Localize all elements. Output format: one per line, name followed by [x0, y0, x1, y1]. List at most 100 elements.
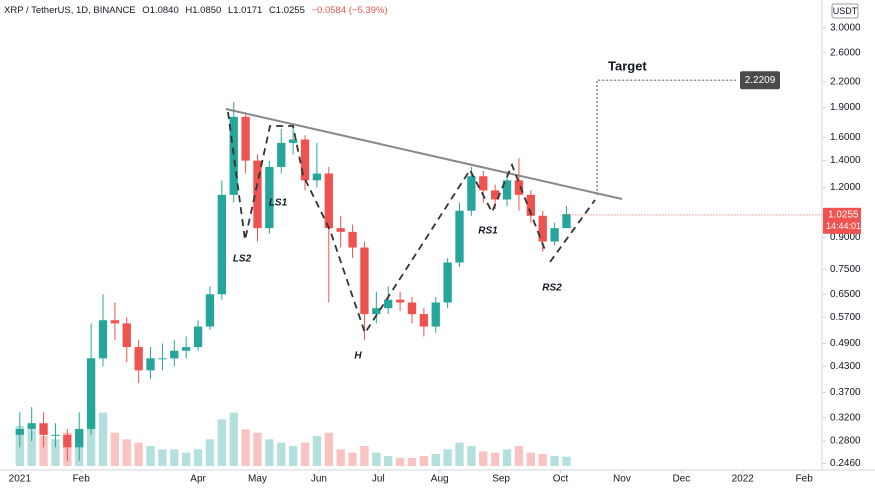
- candle-body: [395, 299, 405, 303]
- candle-body: [538, 215, 547, 242]
- candle-body: [253, 160, 262, 229]
- y-tick-label: 0.2800: [830, 436, 861, 447]
- candle-body: [562, 214, 571, 229]
- candle-body: [110, 320, 120, 324]
- x-tick-label: Sep: [492, 474, 510, 485]
- volume-bar: [455, 442, 464, 466]
- candle-body: [98, 320, 108, 359]
- ohlc: H1.0850: [185, 5, 222, 16]
- candle-body: [312, 173, 322, 181]
- volume-bar: [27, 429, 36, 466]
- y-tick-label: 0.3200: [830, 412, 861, 423]
- x-tick-label: 2021: [9, 474, 32, 485]
- y-tick-label: 2.2000: [830, 77, 861, 88]
- candle-body: [182, 347, 191, 351]
- header: XRP / TetherUS, 1D, BINANCE O1.0840 H1.0…: [4, 5, 392, 16]
- neckline: [225, 108, 623, 200]
- ohlc: L1.0171: [227, 5, 263, 16]
- candle-body: [170, 350, 179, 359]
- candle-body: [122, 323, 131, 348]
- candle-body: [288, 139, 298, 143]
- volume-bar: [229, 412, 238, 466]
- candle-body: [277, 142, 286, 167]
- volume-bar: [502, 449, 512, 466]
- y-tick-label: 0.9000: [830, 232, 861, 243]
- y-tick-label: 2.6000: [830, 47, 861, 58]
- candle-body: [134, 347, 143, 371]
- candle-body: [15, 428, 24, 435]
- volume-bar: [479, 451, 488, 466]
- volume-bar: [384, 456, 393, 466]
- y-tick-label: 0.5700: [830, 312, 861, 323]
- x-tick-label: Jul: [372, 474, 385, 485]
- candle-body: [75, 428, 84, 448]
- volume-bar: [312, 436, 322, 466]
- x-tick-label: Nov: [613, 474, 631, 485]
- volume-bar: [158, 449, 167, 466]
- y-tick-label: 0.7500: [830, 264, 861, 275]
- x-tick-label: Oct: [553, 474, 569, 485]
- x-tick-label: Aug: [431, 474, 449, 485]
- candle-body: [229, 116, 238, 195]
- volume-bar: [193, 449, 203, 466]
- candle-body: [431, 302, 440, 327]
- candle-body: [300, 139, 310, 181]
- target-line: [596, 79, 738, 195]
- x-tick-label: Jun: [311, 474, 327, 485]
- volume-bar: [265, 439, 274, 466]
- volume-bar: [205, 439, 215, 466]
- candle-body: [63, 434, 72, 448]
- candle-body: [491, 190, 500, 200]
- x-tick-label: Apr: [190, 474, 206, 485]
- volume-bar: [110, 432, 120, 466]
- y-tick-label: 0.4900: [830, 338, 861, 349]
- volume-bar: [182, 452, 191, 466]
- volume-bar: [360, 446, 369, 466]
- candle-body: [384, 299, 393, 309]
- volume-bar: [550, 456, 559, 466]
- annotation: RS1: [478, 226, 498, 237]
- candle-body: [27, 423, 36, 429]
- y-tick-label: 1.2000: [830, 182, 861, 193]
- volume-bar: [241, 429, 250, 466]
- x-tick-label: Dec: [672, 474, 690, 485]
- volume-bar: [253, 432, 262, 466]
- candle-body: [241, 116, 250, 161]
- pattern-path: [227, 111, 546, 336]
- candle-body: [419, 314, 429, 327]
- change: −0.0584 (−5.39%): [311, 5, 388, 16]
- candle-body: [443, 262, 452, 303]
- candle-body: [205, 294, 215, 327]
- volume-bar: [407, 458, 417, 466]
- target-box: [740, 71, 780, 90]
- candle-body: [336, 228, 345, 232]
- volume-bar: [98, 412, 108, 466]
- target-title: Target: [608, 58, 647, 73]
- candle-body: [467, 176, 476, 211]
- volume-bar: [467, 446, 476, 466]
- y-tick-label: 0.4300: [830, 361, 861, 372]
- annotation: RS2: [542, 283, 562, 294]
- x-tick-label: Feb: [796, 474, 814, 485]
- volume-bar: [562, 456, 571, 466]
- currency: USDT: [833, 6, 858, 16]
- volume-bar: [146, 446, 155, 466]
- candle-body: [324, 173, 333, 229]
- volume-bar: [336, 449, 345, 466]
- volume-bar: [419, 456, 429, 466]
- candle-body: [348, 231, 357, 248]
- volume-bar: [348, 452, 357, 466]
- ohlc: O1.0840: [142, 5, 179, 16]
- symbol: XRP / TetherUS, 1D, BINANCE: [4, 5, 136, 16]
- candle-body: [86, 358, 96, 429]
- y-tick-label: 1.4000: [830, 155, 861, 166]
- candle-body: [158, 358, 167, 360]
- last-price: 1.0255: [828, 209, 859, 220]
- y-tick-label: 1.6000: [830, 132, 861, 143]
- x-tick-label: 2022: [732, 474, 755, 485]
- last-price-box: [823, 207, 861, 234]
- candle-body: [407, 302, 417, 315]
- candle-body: [265, 166, 274, 229]
